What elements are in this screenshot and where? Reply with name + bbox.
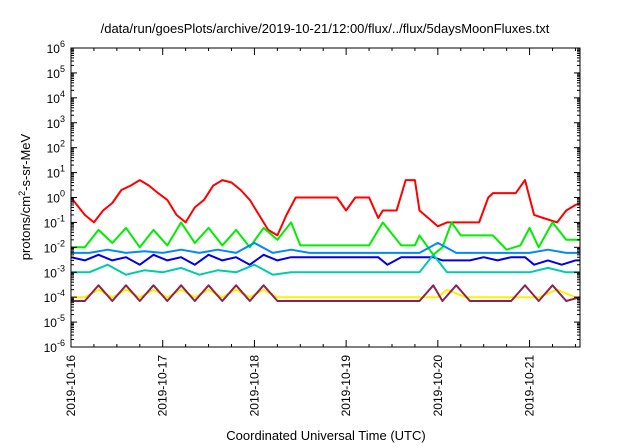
series-line-4: [70, 253, 580, 266]
y-tick-label: 104: [47, 89, 65, 106]
x-axis: 2019-10-16 2019-10-17 2019-10-18 2019-10-19…: [64, 48, 576, 417]
chart-title: /data/run/goesPlots/archive/2019-10-21/1…: [101, 21, 550, 36]
y-tick-label: 10-4: [44, 288, 65, 305]
x-tick-label: 2019-10-18: [247, 355, 261, 417]
series-line-5: [71, 253, 580, 276]
y-tick-label: 100: [47, 189, 65, 206]
y-tick-label: 10-6: [44, 338, 65, 355]
y-tick-label: 10-5: [44, 313, 65, 330]
y-tick-label: 102: [47, 139, 65, 156]
y-tick-label: 10-1: [44, 213, 65, 230]
y-tick-label: 10-2: [44, 238, 65, 255]
x-tick-label: 2019-10-19: [339, 355, 353, 417]
x-tick-label: 2019-10-20: [431, 355, 445, 417]
y-axis-title: protons/cm2-s-sr-MeV: [17, 133, 33, 260]
y-tick-label: 103: [47, 114, 65, 131]
x-tick-label: 2019-10-16: [64, 355, 78, 417]
series-line-2: [71, 221, 580, 256]
y-axis: 10-6 10-5 10-4 10-3 10-2 10-1 100 101 102 103 104 1…: [44, 39, 580, 355]
series-line-1: [70, 179, 581, 237]
y-tick-label: 105: [47, 64, 65, 81]
x-axis-title: Coordinated Universal Time (UTC): [226, 428, 425, 443]
y-tick-label: 106: [47, 39, 65, 56]
x-tick-label: 2019-10-17: [156, 355, 170, 417]
y-tick-label: 10-3: [44, 263, 65, 280]
series-line-7: [71, 284, 581, 302]
series-line-3: [71, 241, 580, 254]
y-tick-label: 101: [47, 164, 65, 181]
series-layer: [70, 179, 581, 302]
x-tick-label: 2019-10-21: [523, 355, 537, 417]
